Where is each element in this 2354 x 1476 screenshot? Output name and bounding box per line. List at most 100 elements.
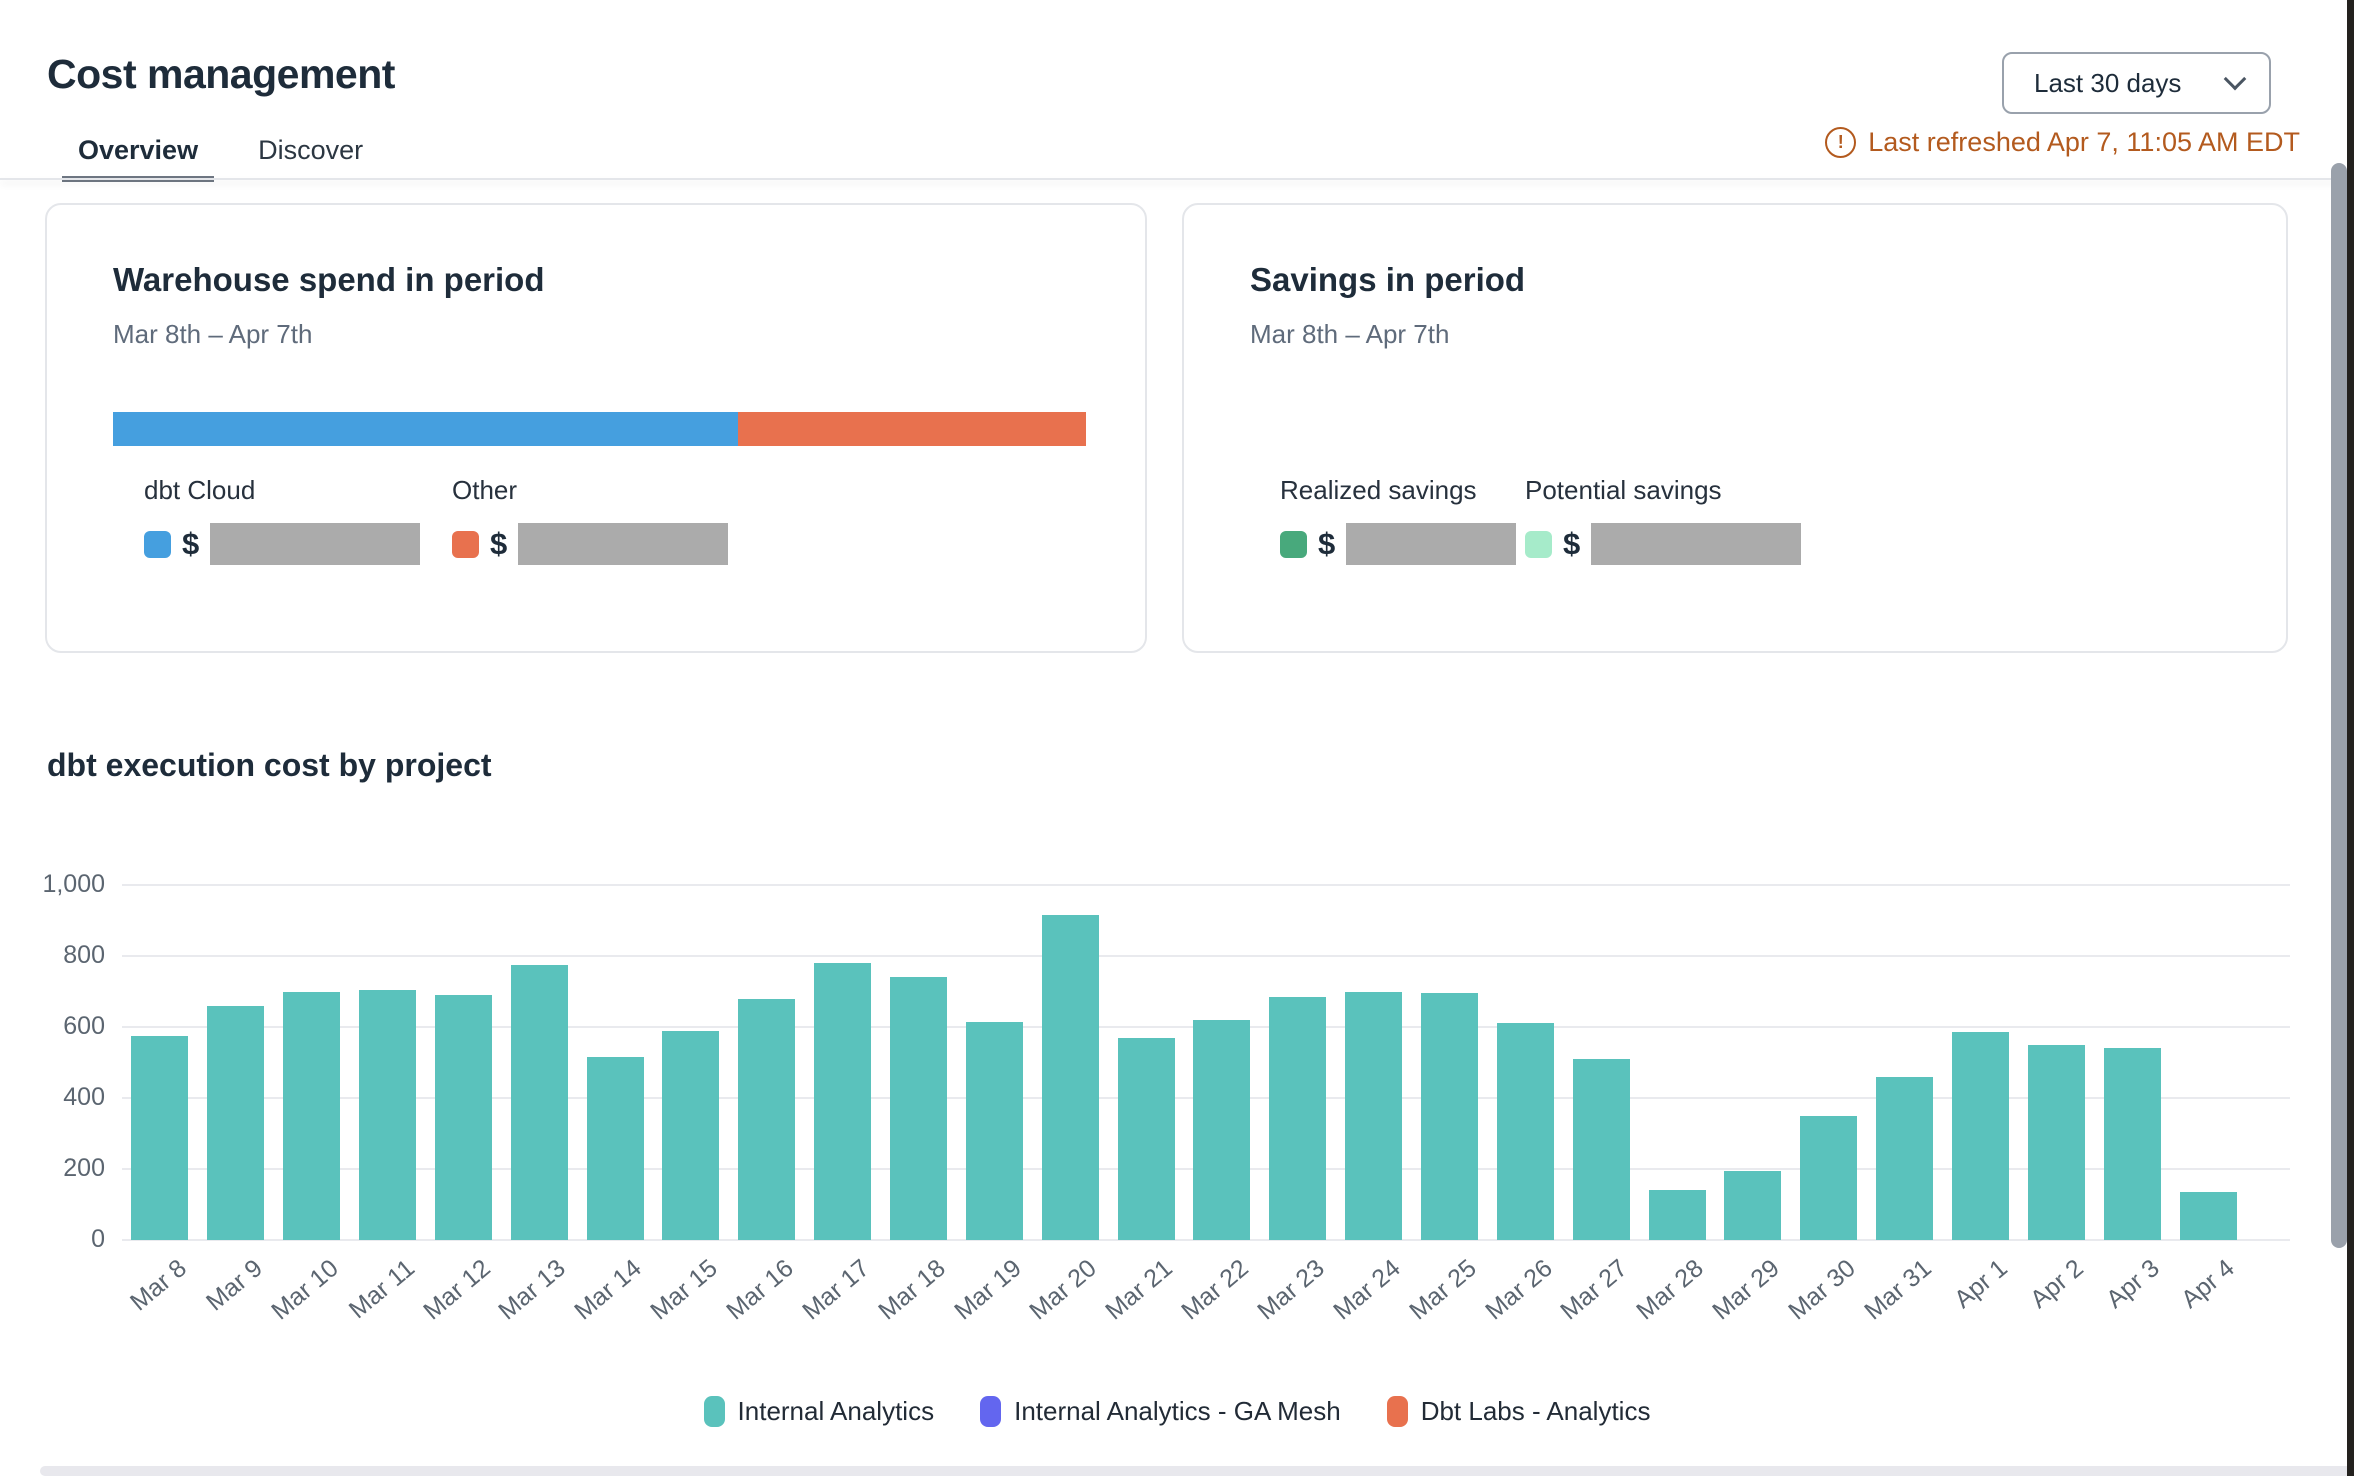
x-axis-tick: Mar 12 <box>417 1254 496 1326</box>
x-axis-tick: Mar 19 <box>948 1254 1027 1326</box>
gridline <box>122 955 2290 957</box>
bar-columns: Mar 8 Mar 9 Mar 10 Mar 11 Mar 12 Mar 13 Mar 14… <box>122 885 2246 1325</box>
x-axis-tick: Mar 31 <box>1859 1254 1937 1326</box>
x-axis-tick: Mar 9 <box>200 1254 268 1317</box>
savings-card: Savings in period Mar 8th – Apr 7th Real… <box>1182 203 2288 653</box>
x-axis-tick: Apr 2 <box>2024 1254 2089 1314</box>
chart-column: Mar 29 <box>1707 885 1791 1325</box>
tab-bar: Overview Discover <box>62 133 379 182</box>
cost-bar-mar-28 <box>1648 1190 1706 1240</box>
cost-bar-mar-24 <box>1345 991 1403 1240</box>
dbt-cloud-bar-segment <box>113 412 738 446</box>
legend-group-other: Other $ <box>452 475 729 565</box>
vertical-scrollbar-thumb[interactable] <box>2331 163 2347 1248</box>
cost-bar-apr-3 <box>2103 1048 2161 1240</box>
cost-bar-mar-29 <box>1724 1170 1782 1240</box>
y-axis-tick: 400 <box>63 1083 105 1111</box>
chart-column: Mar 31 <box>1859 885 1943 1325</box>
cost-bar-mar-27 <box>1572 1058 1630 1240</box>
currency-symbol: $ <box>1563 526 1581 561</box>
chart-column: Mar 21 <box>1101 885 1184 1325</box>
cost-bar-apr-2 <box>2027 1044 2085 1240</box>
chart-column: Apr 4 <box>2170 885 2246 1314</box>
legend-series-name: Internal Analytics - GA Mesh <box>1014 1396 1341 1426</box>
other-swatch <box>452 530 479 558</box>
cost-bar-mar-21 <box>1117 1037 1175 1240</box>
spend-stacked-bar <box>113 412 1086 446</box>
chart-column: Mar 26 <box>1480 885 1563 1325</box>
x-axis-tick: Mar 15 <box>645 1254 723 1326</box>
x-axis-tick: Apr 4 <box>2176 1254 2241 1314</box>
card-period: Mar 8th – Apr 7th <box>113 319 313 349</box>
x-axis-tick: Apr 3 <box>2100 1254 2165 1314</box>
chart-column: Apr 2 <box>2018 885 2094 1314</box>
chart-column: Mar 20 <box>1025 885 1108 1325</box>
chart-column: Mar 22 <box>1176 885 1260 1325</box>
y-axis-tick: 800 <box>63 941 105 969</box>
chart-column: Mar 28 <box>1632 885 1715 1325</box>
x-axis-tick: Mar 21 <box>1100 1254 1179 1326</box>
last-refreshed-status: Last refreshed Apr 7, 11:05 AM EDT <box>1825 127 2300 158</box>
chart-legend-item[interactable]: Dbt Labs - Analytics <box>1386 1396 1651 1427</box>
gridline <box>122 884 2290 886</box>
cost-bar-mar-8 <box>131 1035 189 1240</box>
x-axis-tick: Mar 28 <box>1631 1254 1710 1326</box>
last-refreshed-text: Last refreshed Apr 7, 11:05 AM EDT <box>1868 127 2300 157</box>
window-edge <box>2347 0 2354 1476</box>
cost-bar-mar-31 <box>1876 1076 1934 1240</box>
cost-bar-mar-14 <box>586 1057 644 1240</box>
cost-bar-mar-22 <box>1193 1019 1251 1240</box>
x-axis-tick: Mar 30 <box>1783 1254 1861 1326</box>
cost-bar-mar-10 <box>283 991 341 1240</box>
period-selector[interactable]: Last 30 days <box>2002 52 2271 114</box>
card-title: Savings in period <box>1250 261 1526 298</box>
realized-savings-swatch <box>1280 530 1307 558</box>
redacted-value <box>1346 523 1517 565</box>
cost-bar-mar-15 <box>662 1030 720 1240</box>
header-divider <box>0 178 2354 180</box>
legend-series-name: Dbt Labs - Analytics <box>1420 1396 1651 1426</box>
y-axis-tick: 1,000 <box>42 870 105 898</box>
x-axis-tick: Apr 1 <box>1948 1254 2013 1314</box>
chart-column: Mar 24 <box>1328 885 1412 1325</box>
horizontal-scrollbar[interactable] <box>40 1466 2347 1476</box>
cost-bar-mar-13 <box>510 964 568 1240</box>
y-axis-tick: 600 <box>63 1012 105 1040</box>
x-axis-tick: Mar 26 <box>1479 1254 1558 1326</box>
card-title: Warehouse spend in period <box>113 261 545 298</box>
legend-group-dbt-cloud: dbt Cloud $ <box>144 475 421 565</box>
card-period: Mar 8th – Apr 7th <box>1250 319 1450 349</box>
tab-overview[interactable]: Overview <box>62 133 215 182</box>
cost-bar-mar-18 <box>890 977 948 1240</box>
x-axis-tick: Mar 22 <box>1176 1254 1254 1326</box>
other-bar-segment <box>737 412 1086 446</box>
chart-column: Mar 15 <box>645 885 729 1325</box>
potential-savings-swatch <box>1525 530 1552 558</box>
tab-discover[interactable]: Discover <box>258 135 364 165</box>
legend-group-realized-savings: Realized savings $ <box>1280 475 1517 565</box>
currency-symbol: $ <box>182 526 200 561</box>
chart-column: Mar 10 <box>266 885 350 1325</box>
legend-group-potential-savings: Potential savings $ <box>1525 475 1802 565</box>
cost-bar-mar-11 <box>359 989 416 1240</box>
chart-column: Mar 9 <box>198 885 274 1317</box>
chart-column: Mar 27 <box>1556 885 1639 1325</box>
redacted-value <box>1591 523 1802 565</box>
x-axis-tick: Mar 16 <box>721 1254 799 1326</box>
cost-bar-mar-25 <box>1421 993 1479 1240</box>
chart-column: Mar 16 <box>721 885 805 1325</box>
y-axis-tick: 200 <box>63 1154 105 1182</box>
currency-symbol: $ <box>490 526 508 561</box>
x-axis-tick: Mar 29 <box>1707 1254 1785 1326</box>
legend-series-name: Internal Analytics <box>737 1396 935 1426</box>
cost-bar-apr-4 <box>2179 1192 2237 1240</box>
period-selector-value: Last 30 days <box>2034 67 2182 98</box>
x-axis-tick: Mar 10 <box>266 1254 344 1326</box>
chart-legend-item[interactable]: Internal Analytics <box>703 1396 935 1427</box>
x-axis-tick: Mar 13 <box>493 1254 572 1326</box>
cost-bar-mar-30 <box>1800 1115 1858 1240</box>
chart-column: Mar 14 <box>569 885 653 1325</box>
chart-column: Mar 18 <box>873 885 957 1325</box>
chart-legend-item[interactable]: Internal Analytics - GA Mesh <box>980 1396 1341 1427</box>
